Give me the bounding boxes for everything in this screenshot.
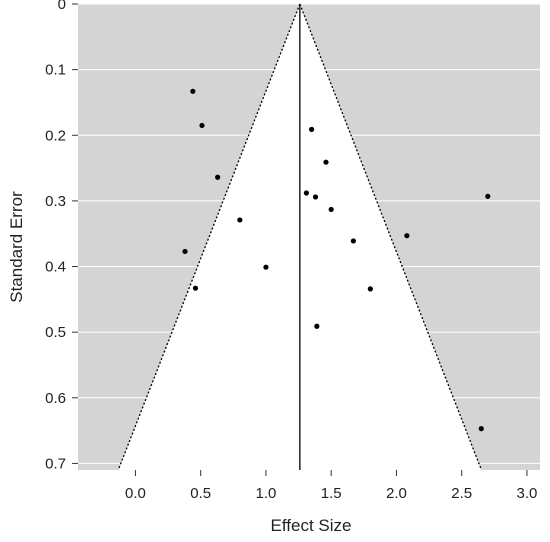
data-point-13 <box>367 286 373 292</box>
x-tick-label-0: 0.0 <box>125 485 146 502</box>
data-point-5 <box>192 285 199 291</box>
data-point-0 <box>190 88 196 94</box>
data-point-9 <box>303 190 309 196</box>
data-point-14 <box>314 323 320 329</box>
y-tick-label-0: 0 <box>58 0 66 13</box>
x-axis: 0.0 0.5 1.0 1.5 2.0 2.5 3.0 <box>125 470 537 502</box>
data-point-2 <box>215 174 221 180</box>
plot-area <box>78 3 540 471</box>
x-axis-title: Effect Size <box>271 516 352 535</box>
funnel-left-boundary <box>117 3 301 471</box>
data-point-1 <box>199 122 205 129</box>
y-tick-label-5: 0.5 <box>45 324 66 341</box>
data-point-3 <box>237 217 243 223</box>
y-tick-label-3: 0.3 <box>45 193 66 210</box>
y-tick-label-1: 0.1 <box>45 62 66 79</box>
x-tick-label-1: 0.5 <box>190 485 211 502</box>
x-tick-label-2: 1.0 <box>256 485 277 502</box>
funnel-right-boundary <box>299 3 483 471</box>
data-point-8 <box>323 159 329 165</box>
data-point-17 <box>478 426 484 432</box>
data-point-16 <box>485 193 491 199</box>
data-point-11 <box>328 206 334 213</box>
data-point-7 <box>309 126 315 132</box>
y-axis-title: Standard Error <box>7 191 26 303</box>
data-point-4 <box>182 248 188 255</box>
x-tick-label-5: 2.5 <box>451 485 472 502</box>
y-tick-label-2: 0.2 <box>45 127 66 144</box>
y-tick-label-6: 0.6 <box>45 390 66 407</box>
data-point-10 <box>312 194 319 200</box>
y-tick-label-7: 0.7 <box>45 455 66 472</box>
data-point-12 <box>350 238 356 244</box>
y-tick-label-4: 0.4 <box>45 259 66 276</box>
x-tick-label-4: 2.0 <box>386 485 407 502</box>
x-tick-label-6: 3.0 <box>517 485 538 502</box>
y-axis: 0 0.1 0.2 0.3 0.4 0.5 0.6 0.7 <box>45 0 78 472</box>
data-point-15 <box>404 233 410 239</box>
x-tick-label-3: 1.5 <box>321 485 342 502</box>
data-point-6 <box>263 264 269 270</box>
